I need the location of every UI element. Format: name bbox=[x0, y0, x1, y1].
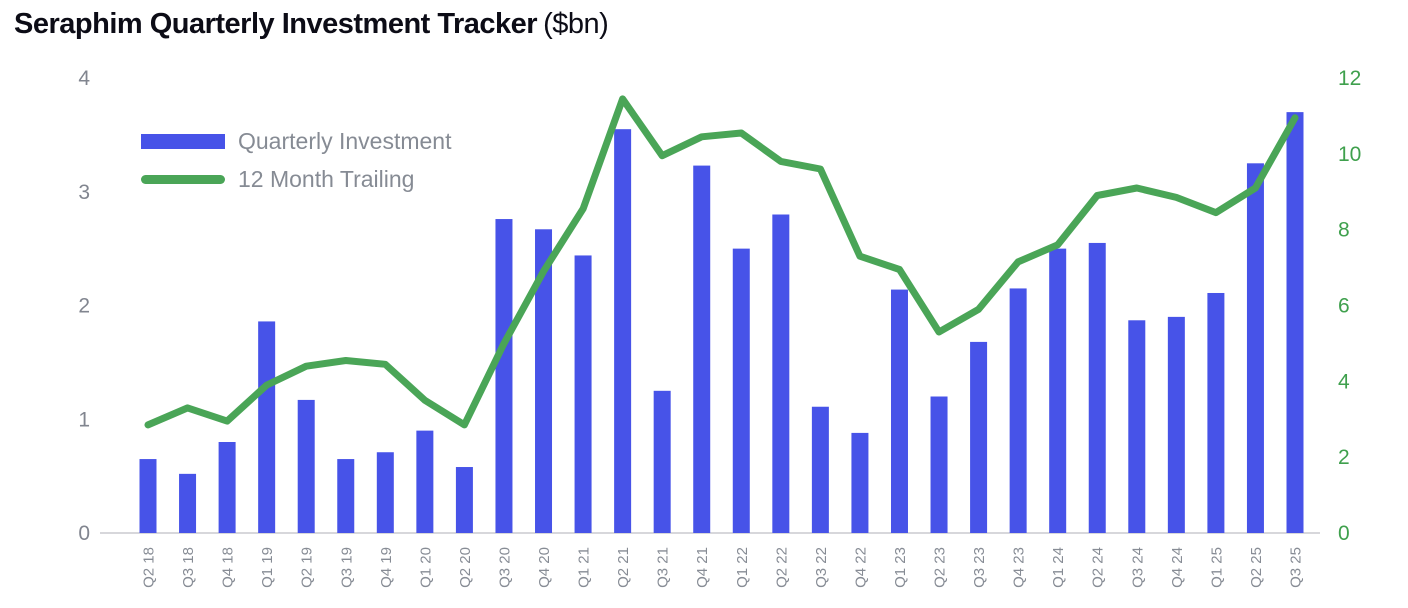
right-axis-tick: 12 bbox=[1338, 67, 1361, 90]
bar bbox=[851, 432, 869, 533]
x-axis-label: Q2 18 bbox=[141, 547, 158, 588]
bar bbox=[1286, 112, 1304, 533]
bar bbox=[258, 321, 276, 533]
trailing-line-path bbox=[144, 95, 1299, 429]
bar bbox=[139, 459, 157, 533]
right-axis-tick: 8 bbox=[1338, 219, 1350, 242]
left-axis-tick: 3 bbox=[78, 181, 90, 204]
bar bbox=[970, 341, 988, 533]
chart-legend: Quarterly Investment 12 Month Trailing bbox=[141, 125, 451, 195]
x-axis-label: Q1 25 bbox=[1208, 547, 1225, 588]
bar bbox=[376, 452, 394, 533]
bar bbox=[732, 248, 750, 533]
bar bbox=[495, 219, 513, 534]
x-axis-label: Q3 21 bbox=[655, 547, 672, 588]
bar bbox=[1088, 242, 1106, 533]
x-axis-label: Q3 24 bbox=[1129, 547, 1146, 588]
right-axis-tick: 2 bbox=[1338, 446, 1350, 469]
x-axis-label: Q3 22 bbox=[813, 547, 830, 588]
bar bbox=[218, 442, 236, 533]
x-axis-label: Q3 25 bbox=[1288, 547, 1305, 588]
legend-item-quarterly-investment: Quarterly Investment bbox=[141, 125, 451, 157]
x-axis-label: Q1 22 bbox=[734, 547, 751, 588]
x-axis-label: Q2 24 bbox=[1090, 547, 1107, 588]
bar bbox=[455, 467, 473, 533]
left-axis-tick: 0 bbox=[78, 522, 90, 545]
x-axis-label: Q2 20 bbox=[457, 547, 474, 588]
bar bbox=[574, 255, 592, 533]
right-axis-tick: 0 bbox=[1338, 522, 1350, 545]
page-title-suffix: ($bn) bbox=[543, 8, 609, 40]
right-axis-tick: 10 bbox=[1338, 143, 1361, 166]
bar bbox=[535, 229, 553, 533]
x-axis-label: Q2 23 bbox=[932, 547, 949, 588]
x-axis-label: Q1 20 bbox=[417, 547, 434, 588]
twelve-month-trailing-line bbox=[144, 95, 1299, 429]
x-axis-label: Q2 25 bbox=[1248, 547, 1265, 588]
line-swatch-icon bbox=[141, 174, 225, 184]
bar bbox=[1207, 292, 1225, 533]
bar-swatch-icon bbox=[141, 133, 225, 149]
bar bbox=[1167, 316, 1185, 533]
x-axis-label: Q4 21 bbox=[694, 547, 711, 588]
x-axis-label: Q1 24 bbox=[1050, 547, 1067, 588]
x-axis-label: Q1 19 bbox=[259, 547, 276, 588]
right-axis-tick: 4 bbox=[1338, 370, 1350, 393]
left-axis-tick: 1 bbox=[78, 408, 90, 431]
legend-label-quarterly-investment: Quarterly Investment bbox=[238, 127, 452, 154]
x-axis-label: Q3 20 bbox=[496, 547, 513, 588]
x-axis-label: Q4 22 bbox=[852, 547, 869, 588]
x-axis-label: Q1 21 bbox=[576, 547, 593, 588]
bar bbox=[614, 129, 632, 533]
bar bbox=[337, 459, 355, 533]
bar bbox=[1128, 320, 1146, 533]
x-axis-label: Q3 18 bbox=[180, 547, 197, 588]
bar bbox=[1009, 288, 1027, 533]
bar bbox=[179, 473, 197, 533]
page-title: Seraphim Quarterly Investment Tracker ($b… bbox=[14, 8, 609, 41]
bar bbox=[693, 165, 711, 533]
x-axis-label: Q2 21 bbox=[615, 547, 632, 588]
bar bbox=[890, 289, 908, 533]
x-axis-label: Q4 20 bbox=[536, 547, 553, 588]
x-axis-labels: Q2 18 Q3 18 Q4 18 Q1 19 Q2 19 Q3 19 Q4 19 Q1 20… bbox=[141, 547, 1305, 588]
legend-label-12-month-trailing: 12 Month Trailing bbox=[238, 165, 415, 192]
left-axis-tick: 2 bbox=[78, 295, 90, 318]
page-title-main: Seraphim Quarterly Investment Tracker bbox=[14, 8, 538, 40]
bar bbox=[416, 430, 434, 533]
x-axis-label: Q4 23 bbox=[1011, 547, 1028, 588]
quarterly-investment-bars bbox=[139, 112, 1304, 534]
y-axis-right-labels: 0 2 4 6 8 10 12 bbox=[1338, 67, 1361, 545]
bar bbox=[1049, 248, 1067, 533]
bar bbox=[653, 390, 671, 533]
bar bbox=[811, 406, 829, 533]
bar bbox=[772, 214, 790, 533]
x-axis-label: Q4 19 bbox=[378, 547, 395, 588]
right-axis-tick: 6 bbox=[1338, 295, 1350, 318]
x-axis-label: Q4 18 bbox=[220, 547, 237, 588]
x-axis-label: Q2 19 bbox=[299, 547, 316, 588]
x-axis-label: Q3 19 bbox=[338, 547, 355, 588]
bar bbox=[297, 399, 315, 533]
legend-item-12-month-trailing: 12 Month Trailing bbox=[141, 163, 451, 195]
x-axis-label: Q1 23 bbox=[892, 547, 909, 588]
bar bbox=[1246, 163, 1264, 533]
x-axis-label: Q2 22 bbox=[773, 547, 790, 588]
x-axis-label: Q4 24 bbox=[1169, 547, 1186, 588]
x-axis-label: Q3 23 bbox=[971, 547, 988, 588]
bar bbox=[930, 396, 948, 533]
y-axis-left-labels: 0 1 2 3 4 bbox=[78, 67, 90, 545]
left-axis-tick: 4 bbox=[78, 67, 90, 90]
